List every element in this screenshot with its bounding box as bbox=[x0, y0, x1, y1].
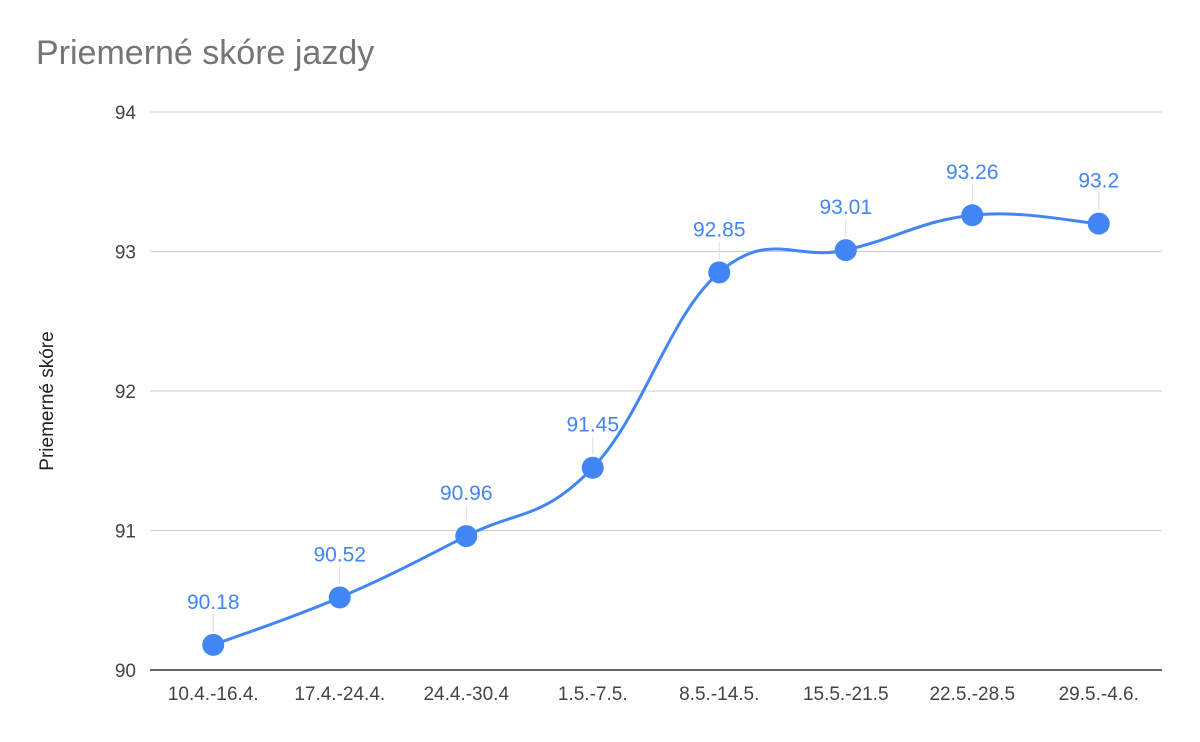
data-point bbox=[455, 525, 478, 548]
y-tick-label: 93 bbox=[115, 243, 136, 264]
x-tick-label: 15.5.-21.5 bbox=[803, 684, 889, 705]
x-tick-label: 10.4.-16.4. bbox=[168, 684, 259, 705]
x-tick-label: 29.5.-4.6. bbox=[1059, 684, 1139, 705]
x-tick-label: 22.5.-28.5 bbox=[929, 684, 1015, 705]
data-point bbox=[961, 204, 984, 227]
data-labels: 90.18 90.52 90.96 91.45 92.85 93.01 93.26 93.2 bbox=[187, 161, 1119, 632]
x-tick-label: 17.4.-24.4. bbox=[294, 684, 385, 705]
data-label: 93.01 bbox=[819, 196, 872, 219]
y-tick-label: 94 bbox=[115, 103, 137, 124]
y-axis-title: Priemerné skóre bbox=[37, 331, 58, 470]
data-label: 93.26 bbox=[946, 161, 999, 184]
data-point bbox=[202, 633, 225, 656]
grid-lines bbox=[150, 111, 1162, 531]
series-layer bbox=[202, 204, 1110, 656]
data-point bbox=[1087, 212, 1110, 235]
x-tick-label: 1.5.-7.5. bbox=[558, 684, 628, 705]
y-tick-label: 91 bbox=[115, 522, 136, 543]
chart-title: Priemerné skóre jazdy bbox=[36, 34, 375, 72]
data-point bbox=[708, 261, 731, 284]
axes: 90 91 92 93 94 10.4.-16.4. 17.4.-24.4. 24.4.-30… bbox=[37, 103, 1162, 705]
data-label: 92.85 bbox=[693, 218, 746, 241]
data-label: 90.18 bbox=[187, 591, 240, 614]
x-tick-label: 24.4.-30.4 bbox=[423, 684, 509, 705]
data-point bbox=[328, 586, 351, 609]
data-label: 91.45 bbox=[566, 414, 619, 437]
data-label: 90.96 bbox=[440, 482, 493, 505]
data-label: 90.52 bbox=[313, 543, 366, 566]
y-tick-label: 90 bbox=[115, 661, 136, 682]
series-line bbox=[211, 212, 1101, 647]
data-label: 93.2 bbox=[1078, 170, 1119, 193]
y-tick-label: 92 bbox=[115, 382, 136, 403]
data-point bbox=[834, 239, 857, 262]
x-tick-label: 8.5.-14.5. bbox=[679, 684, 759, 705]
data-point bbox=[581, 456, 604, 479]
